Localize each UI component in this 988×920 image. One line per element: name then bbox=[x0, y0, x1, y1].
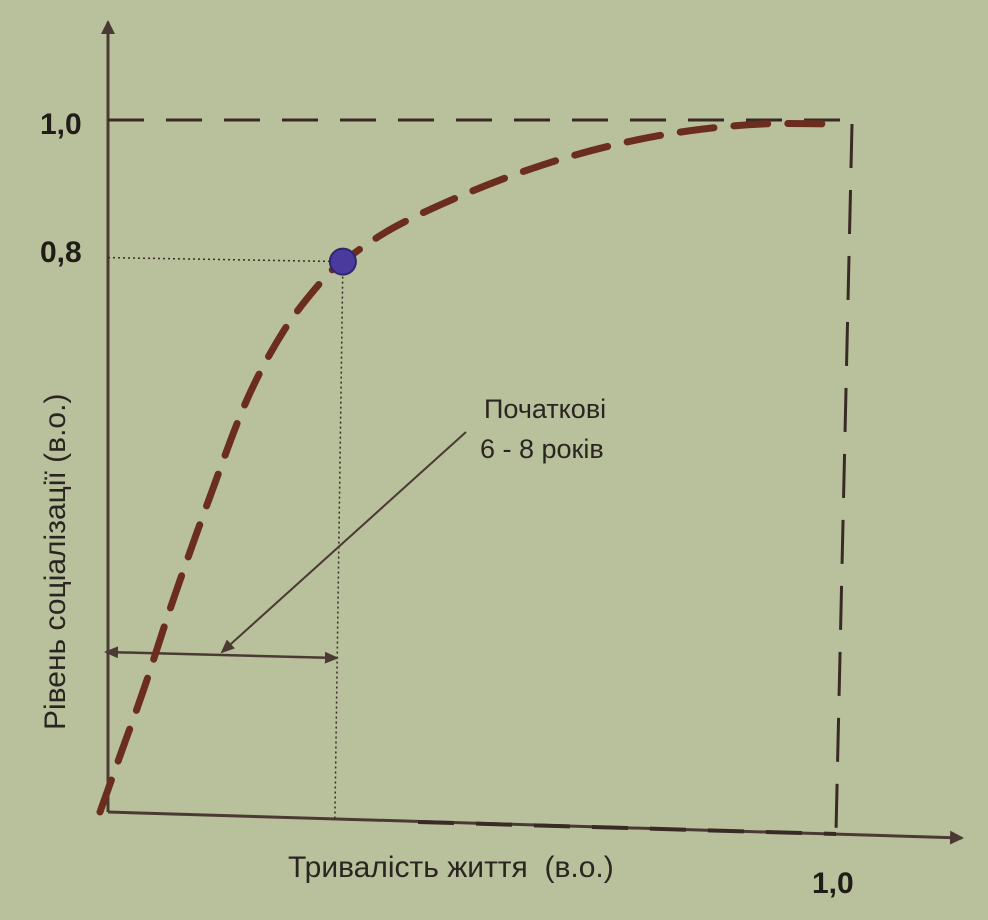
guide-line-horizontal bbox=[107, 256, 343, 263]
interval-double-arrow bbox=[104, 646, 339, 664]
boundary-line-bottom bbox=[417, 820, 837, 836]
y-axis-title: Рівень соціалізації (в.о.) bbox=[39, 394, 72, 730]
y-tick-label-1-0: 1,0 bbox=[40, 108, 82, 141]
annotation-line-1: Початкові bbox=[484, 394, 606, 424]
annotation-leader-arrow bbox=[220, 431, 467, 654]
x-axis-title: Тривалість життя (в.о.) bbox=[288, 851, 614, 884]
highlight-point bbox=[328, 247, 357, 276]
guide-line-vertical bbox=[334, 261, 344, 821]
boundary-line-right bbox=[834, 123, 854, 833]
x-tick-label-1-0: 1,0 bbox=[812, 867, 854, 900]
guide-lines bbox=[107, 256, 344, 821]
annotation-line-2: 6 - 8 років bbox=[480, 434, 604, 464]
boundary-lines bbox=[108, 118, 854, 836]
y-tick-label-0-8: 0,8 bbox=[40, 236, 82, 269]
socialization-curve bbox=[96, 119, 840, 816]
